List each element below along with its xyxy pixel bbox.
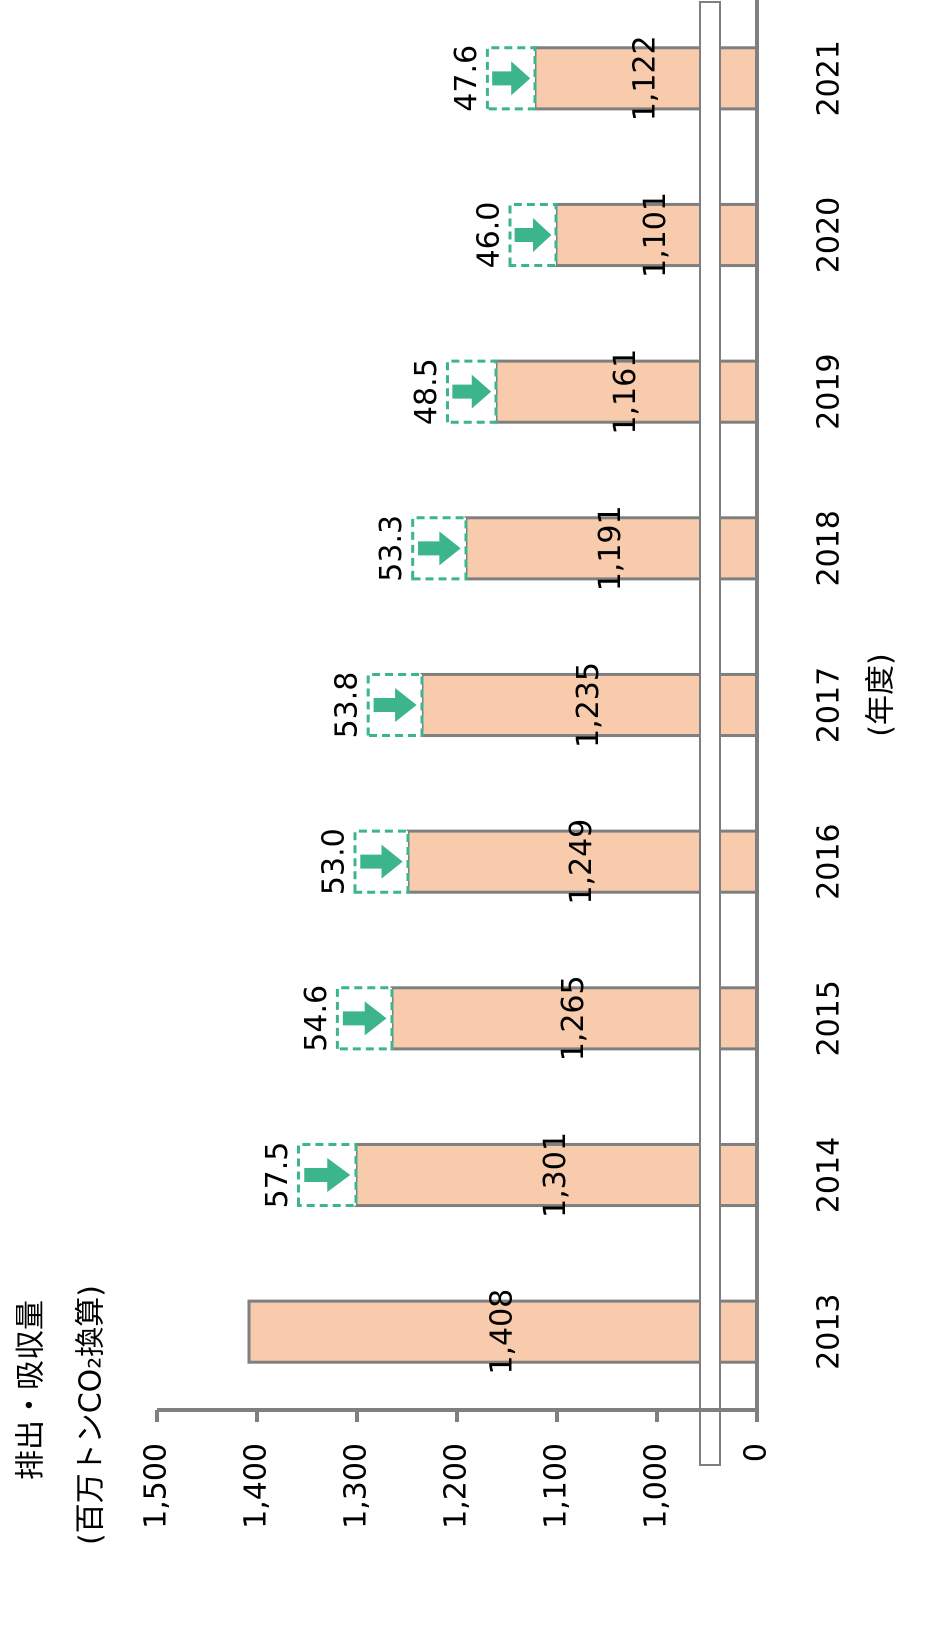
x-tick-label: 2018 [812, 510, 847, 586]
reduction-value-label: 53.0 [317, 828, 352, 895]
reduction-value-label: 54.6 [299, 985, 334, 1052]
x-tick-label: 2016 [812, 823, 847, 899]
x-tick-label: 2020 [812, 197, 847, 273]
x-tick-label: 2013 [812, 1293, 847, 1369]
bar-value-label: 1,122 [628, 35, 663, 121]
x-tick-label: 2014 [812, 1137, 847, 1213]
reduction-arrow [304, 1158, 351, 1192]
reduction-value-label: 53.3 [374, 515, 409, 582]
x-tick-label: 2015 [812, 980, 847, 1056]
y-tick-label: 1,500 [139, 1443, 174, 1529]
x-axis-title: (年度) [864, 653, 899, 736]
reduction-arrow [342, 1001, 387, 1036]
reduction-value-label: 53.8 [330, 672, 365, 739]
y-tick-label: 0 [739, 1443, 774, 1462]
reduction-arrow [514, 218, 552, 252]
bar-value-label: 1,301 [538, 1132, 573, 1218]
axis-break [699, 1, 721, 1466]
y-tick-label: 1,200 [439, 1443, 474, 1529]
reduction-arrow [373, 688, 417, 722]
y-tick-label: 1,400 [239, 1443, 274, 1529]
reduction-value-label: 57.5 [260, 1142, 295, 1209]
reduction-arrow [452, 374, 492, 409]
reduction-value-label: 46.0 [472, 202, 507, 269]
reduction-value-label: 47.6 [449, 45, 484, 112]
bar-value-label: 1,101 [638, 192, 673, 278]
chart-subtitle: (百万トンCO₂換算) [74, 1285, 109, 1545]
y-tick-label: 1,000 [639, 1443, 674, 1529]
x-tick-label: 2019 [812, 353, 847, 429]
bar-value-label: 1,161 [608, 349, 643, 435]
plot: 排出・吸収量 (百万トンCO₂換算) (年度) 1,408 2013 1,301 57… [14, 0, 899, 1545]
bar-value-label: 1,265 [556, 975, 591, 1061]
chart-title: 排出・吸収量 [14, 1300, 49, 1480]
y-tick-label: 1,100 [539, 1443, 574, 1529]
reduction-arrow [360, 844, 403, 879]
y-tick-label: 1,300 [339, 1443, 374, 1529]
reduction-arrow [418, 531, 461, 566]
x-tick-label: 2021 [812, 40, 847, 116]
bar-value-label: 1,249 [564, 819, 599, 905]
reduction-value-label: 48.5 [409, 358, 444, 425]
bar-value-label: 1,191 [593, 505, 628, 591]
x-tick-label: 2017 [812, 667, 847, 743]
bar-value-label: 1,408 [485, 1289, 520, 1375]
reduction-arrow [492, 61, 531, 96]
bar-value-label: 1,235 [571, 662, 606, 748]
